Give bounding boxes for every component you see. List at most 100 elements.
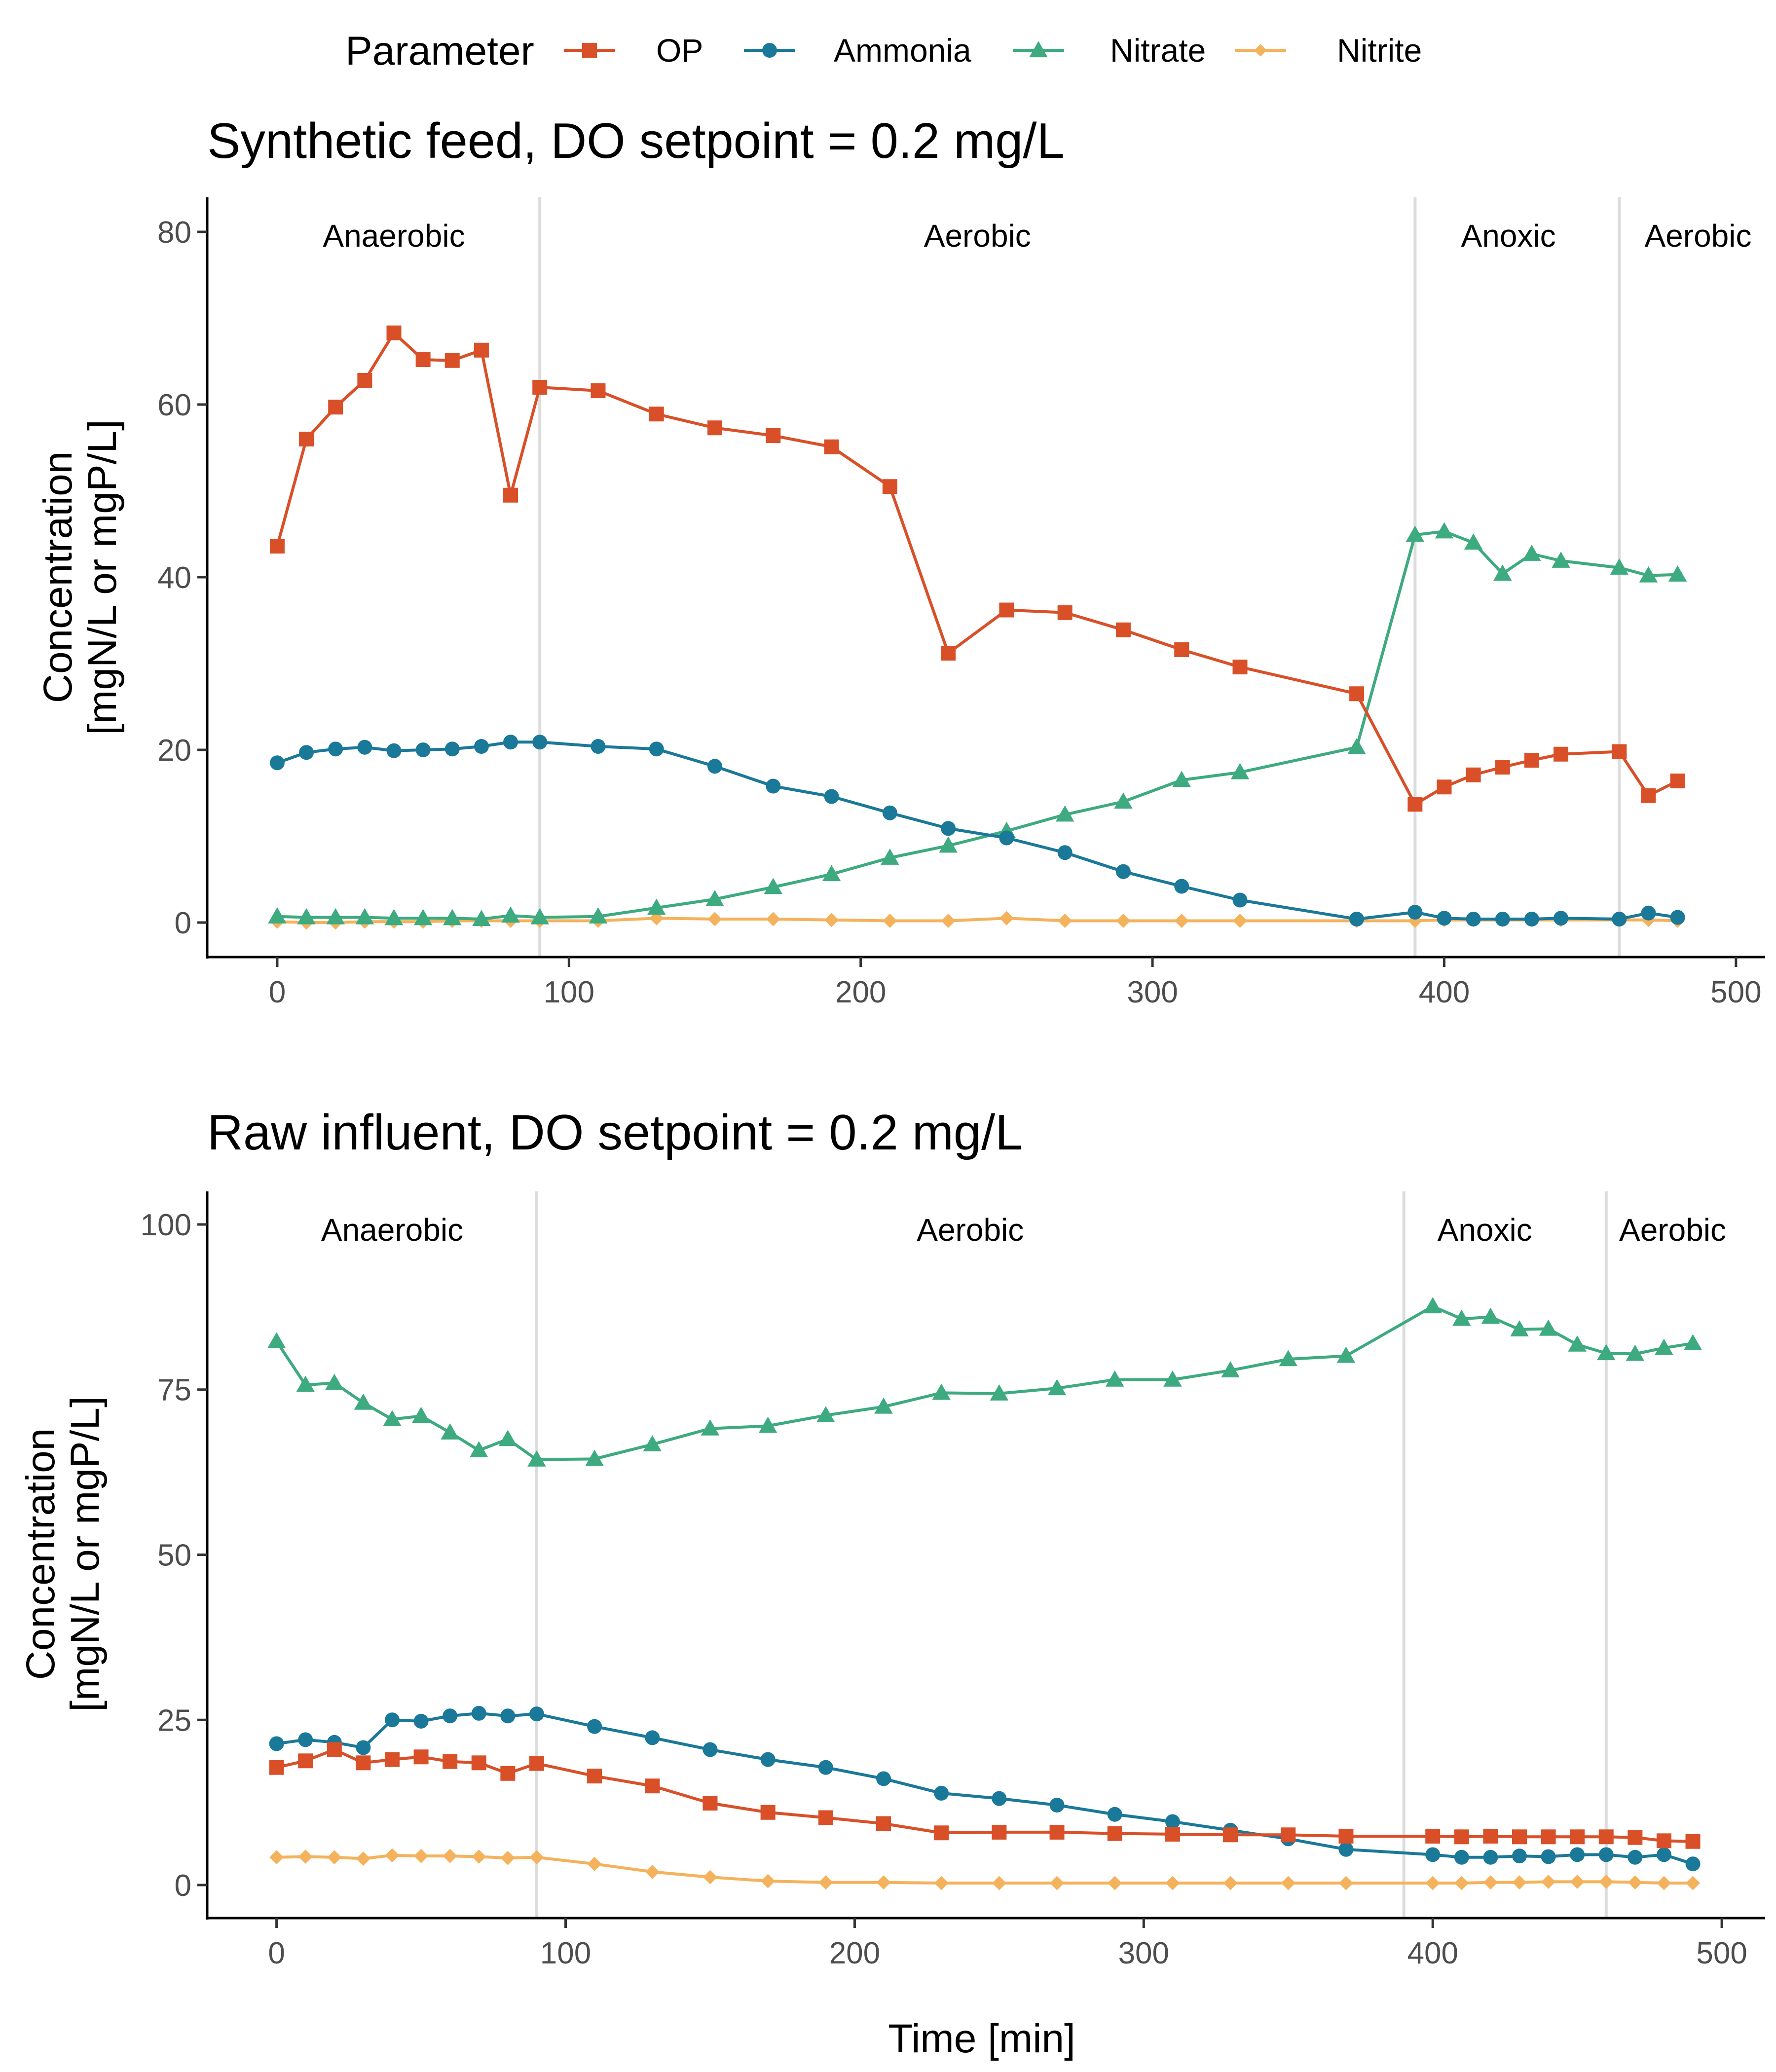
data-point-ammonia bbox=[500, 1708, 516, 1724]
series-op bbox=[269, 325, 1685, 812]
data-point-ammonia bbox=[760, 1752, 776, 1767]
data-point-nitrate bbox=[469, 1441, 488, 1457]
data-point-nitrite bbox=[876, 1875, 891, 1890]
series-line-nitrate bbox=[275, 1305, 1693, 1461]
data-point-op bbox=[645, 1778, 660, 1794]
data-point-op bbox=[1570, 1829, 1585, 1845]
data-point-ammonia bbox=[298, 1732, 313, 1747]
data-point-op bbox=[1628, 1830, 1643, 1845]
legend-marker-circle bbox=[762, 43, 777, 58]
legend-label: OP bbox=[656, 32, 703, 69]
data-point-op bbox=[415, 352, 431, 367]
data-point-nitrate bbox=[1668, 565, 1687, 582]
x-tick-label: 500 bbox=[1696, 1936, 1747, 1970]
data-point-ammonia bbox=[824, 789, 839, 804]
panel-raw-influent: Raw influent, DO setpoint = 0.2 mg/L Ana… bbox=[18, 1105, 1765, 1970]
data-point-ammonia bbox=[707, 759, 723, 774]
data-point-op bbox=[1656, 1833, 1671, 1849]
data-point-nitrite bbox=[1425, 1876, 1440, 1890]
data-point-nitrite bbox=[992, 1876, 1006, 1890]
data-point-op bbox=[1281, 1827, 1296, 1843]
data-point-ammonia bbox=[1612, 912, 1627, 926]
data-point-nitrate bbox=[443, 909, 462, 925]
panel-title: Raw influent, DO setpoint = 0.2 mg/L bbox=[207, 1105, 1023, 1160]
y-tick-label: 50 bbox=[157, 1539, 191, 1573]
data-point-nitrate bbox=[296, 1375, 315, 1392]
series-op bbox=[269, 1742, 1701, 1849]
data-point-ammonia bbox=[1512, 1849, 1527, 1864]
data-point-ammonia bbox=[587, 1719, 602, 1734]
data-point-nitrite bbox=[500, 1850, 515, 1865]
data-point-nitrite bbox=[818, 1875, 833, 1890]
data-point-nitrate bbox=[990, 1384, 1009, 1401]
phase-label: Aerobic bbox=[924, 218, 1031, 254]
data-point-ammonia bbox=[443, 1708, 458, 1724]
data-point-op bbox=[443, 1754, 458, 1769]
data-point-nitrite bbox=[645, 1864, 660, 1879]
data-point-nitrate bbox=[383, 1410, 402, 1427]
data-point-ammonia bbox=[1570, 1847, 1585, 1862]
data-point-nitrate bbox=[325, 1373, 344, 1390]
legend-entry-op: OP bbox=[564, 32, 703, 69]
x-tick-label: 500 bbox=[1710, 975, 1761, 1009]
data-point-op bbox=[1524, 753, 1539, 768]
data-point-nitrite bbox=[1599, 1874, 1614, 1889]
data-point-op bbox=[992, 1824, 1007, 1840]
data-point-op bbox=[328, 400, 343, 415]
data-point-ammonia bbox=[532, 735, 548, 750]
panel-synthetic-feed: Synthetic feed, DO setpoint = 0.2 mg/L A… bbox=[36, 113, 1765, 1009]
data-point-ammonia bbox=[386, 743, 402, 758]
data-point-nitrate bbox=[701, 1419, 720, 1436]
data-point-nitrate bbox=[881, 849, 899, 865]
data-point-nitrate bbox=[1435, 522, 1454, 539]
series-nitrate bbox=[267, 1297, 1702, 1467]
data-point-op bbox=[999, 602, 1014, 618]
data-point-op bbox=[876, 1816, 891, 1831]
data-point-op bbox=[760, 1805, 776, 1820]
data-point-nitrite bbox=[1628, 1875, 1642, 1890]
phase-label: Anoxic bbox=[1461, 218, 1556, 254]
data-point-ammonia bbox=[444, 741, 460, 757]
data-point-nitrate bbox=[939, 836, 958, 853]
y-tick-label: 75 bbox=[157, 1373, 191, 1407]
data-point-nitrite bbox=[269, 1850, 284, 1865]
data-point-op bbox=[1223, 1827, 1238, 1843]
data-point-op bbox=[357, 373, 372, 388]
data-point-nitrate bbox=[643, 1435, 662, 1451]
data-point-nitrate bbox=[527, 1450, 546, 1467]
data-point-op bbox=[1554, 746, 1569, 762]
data-point-op bbox=[824, 439, 839, 454]
data-point-nitrate bbox=[472, 910, 491, 926]
data-point-op bbox=[934, 1825, 949, 1841]
data-point-ammonia bbox=[1174, 879, 1189, 894]
data-point-ammonia bbox=[1670, 910, 1685, 925]
data-point-nitrite bbox=[1058, 914, 1073, 928]
data-point-ammonia bbox=[941, 821, 956, 836]
phase-label: Aerobic bbox=[1619, 1212, 1726, 1248]
data-point-nitrite bbox=[356, 1851, 370, 1866]
legend-title: Parameter bbox=[345, 29, 534, 74]
data-point-ammonia bbox=[1656, 1847, 1671, 1862]
data-point-ammonia bbox=[299, 745, 314, 760]
data-point-nitrite bbox=[385, 1848, 400, 1863]
data-point-nitrate bbox=[764, 878, 783, 894]
data-point-ammonia bbox=[471, 1705, 486, 1721]
data-point-nitrite bbox=[1281, 1876, 1295, 1890]
data-point-nitrate bbox=[501, 906, 520, 923]
data-point-op bbox=[1174, 642, 1189, 657]
data-point-nitrite bbox=[529, 1850, 544, 1865]
data-point-op bbox=[269, 539, 285, 554]
legend-marker-diamond bbox=[1254, 44, 1267, 57]
data-point-op bbox=[503, 487, 518, 503]
data-point-op bbox=[1425, 1828, 1441, 1844]
data-point-nitrate bbox=[1347, 738, 1366, 754]
y-axis-title: [mgN/L or mgP/L] bbox=[80, 419, 125, 735]
data-point-nitrate bbox=[1597, 1344, 1616, 1361]
data-point-op bbox=[413, 1749, 429, 1765]
y-tick-label: 25 bbox=[157, 1703, 191, 1738]
series-ammonia bbox=[269, 1705, 1701, 1872]
y-tick-label: 20 bbox=[157, 734, 191, 768]
data-point-op bbox=[356, 1755, 371, 1771]
